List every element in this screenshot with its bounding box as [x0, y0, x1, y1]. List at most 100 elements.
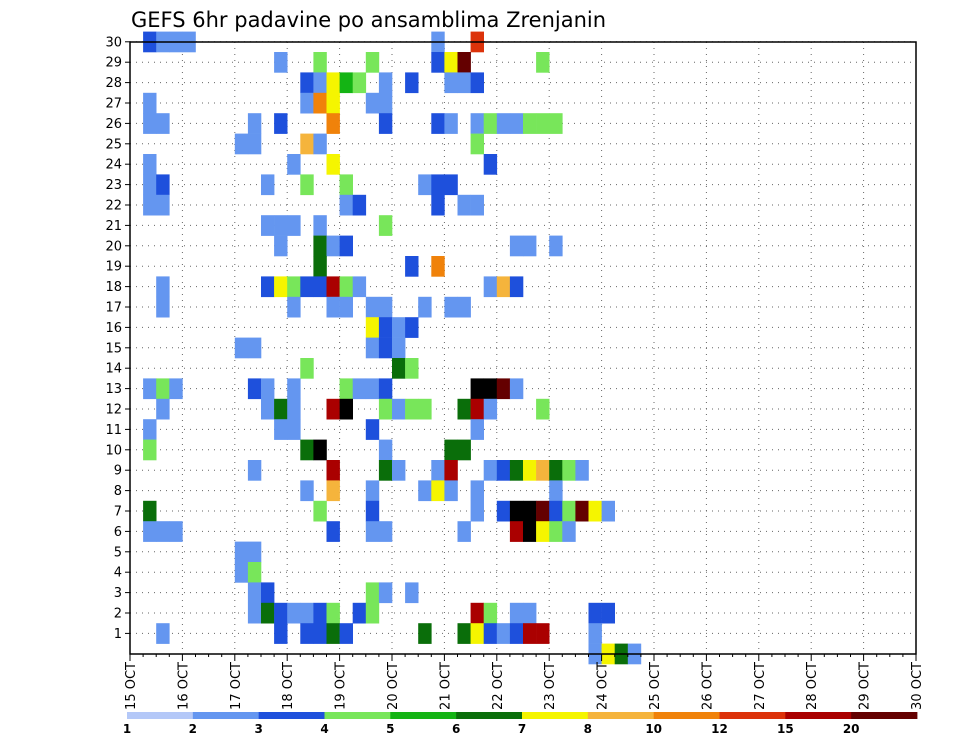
data-cell: [444, 460, 458, 481]
data-cell: [496, 276, 511, 298]
data-cell: [156, 623, 170, 644]
colorbar-tick-label: 7: [518, 722, 526, 736]
data-cell: [352, 194, 367, 216]
data-cell: [143, 174, 157, 196]
colorbar-swatch: [785, 712, 852, 719]
data-cell: [313, 215, 327, 236]
data-cell: [418, 174, 432, 196]
data-cell: [143, 378, 157, 400]
data-cell: [143, 521, 157, 542]
data-cell: [247, 562, 262, 583]
data-cell: [470, 133, 484, 155]
data-cell: [575, 460, 589, 481]
data-cell: [549, 521, 563, 542]
data-cell: [365, 92, 380, 114]
data-cell: [378, 72, 393, 94]
data-cell: [365, 337, 380, 359]
colorbar-swatch: [587, 712, 655, 719]
data-cell: [496, 623, 511, 644]
data-cell: [326, 521, 340, 542]
colorbar-swatch: [324, 712, 391, 719]
data-cell: [536, 398, 550, 420]
data-cell: [365, 52, 380, 73]
data-cell: [247, 113, 262, 134]
data-cell: [444, 174, 458, 196]
data-cell: [431, 256, 445, 277]
y-tick-label: 23: [105, 178, 122, 193]
data-cell: [457, 623, 471, 644]
data-cell: [326, 154, 340, 175]
data-cell: [365, 582, 380, 604]
data-cell: [313, 439, 327, 461]
data-cell: [431, 480, 445, 502]
data-cell: [470, 500, 484, 522]
data-cell: [156, 276, 170, 298]
data-cell: [300, 92, 314, 114]
data-cell: [352, 602, 367, 624]
y-tick-label: 10: [105, 443, 122, 458]
y-tick-label: 8: [114, 484, 122, 499]
data-cell: [300, 623, 314, 644]
data-cell: [339, 398, 353, 420]
data-cell: [274, 419, 288, 440]
data-cell: [300, 602, 314, 624]
y-axis: 1234567891011121314151617181920212223242…: [105, 35, 130, 642]
data-cell: [444, 480, 458, 502]
colorbar-tick-label: 12: [711, 722, 728, 736]
data-cell: [143, 439, 157, 461]
data-cell: [339, 235, 353, 257]
data-cell: [378, 113, 393, 134]
y-tick-label: 29: [105, 56, 122, 71]
data-cell: [588, 500, 602, 522]
data-cell: [509, 113, 524, 134]
data-cell: [234, 337, 249, 359]
data-cell: [601, 602, 615, 624]
chart-title: GEFS 6hr padavine po ansamblima Zrenjani…: [131, 8, 606, 32]
y-tick-label: 3: [114, 586, 122, 601]
data-cell: [300, 174, 314, 196]
y-tick-label: 20: [105, 239, 122, 254]
data-cell: [483, 154, 498, 175]
y-tick-label: 30: [105, 35, 122, 50]
data-cell: [261, 174, 275, 196]
data-cell: [509, 378, 524, 400]
y-tick-label: 16: [105, 321, 122, 336]
x-tick-label: 18 OCT: [281, 662, 296, 710]
grid-lines: [130, 41, 916, 654]
data-cell: [352, 378, 367, 400]
data-cell: [156, 521, 170, 542]
data-cell: [523, 460, 537, 481]
data-cell: [143, 419, 157, 440]
colorbar-swatch: [851, 712, 918, 719]
data-cell: [339, 72, 353, 94]
data-cell: [378, 317, 393, 338]
data-cell: [470, 113, 484, 134]
y-tick-label: 19: [105, 260, 122, 275]
data-cell: [470, 602, 484, 624]
data-cell: [457, 296, 471, 318]
x-tick-label: 16 OCT: [176, 662, 191, 710]
data-cell: [392, 398, 406, 420]
data-cell: [234, 562, 249, 583]
data-cell: [536, 460, 550, 481]
x-tick-label: 24 OCT: [596, 662, 611, 710]
data-cell: [156, 174, 170, 196]
data-cell: [274, 215, 288, 236]
data-cell: [287, 378, 301, 400]
data-cell: [365, 602, 380, 624]
data-cell: [365, 378, 380, 400]
data-cell: [405, 358, 419, 379]
data-cell: [261, 215, 275, 236]
y-tick-label: 21: [105, 219, 122, 234]
data-cell: [300, 439, 314, 461]
data-cell: [457, 398, 471, 420]
colorbar-swatch: [456, 712, 523, 719]
data-cell: [483, 113, 498, 134]
colorbar-tick-label: 15: [777, 722, 794, 736]
x-tick-label: 26 OCT: [700, 662, 715, 710]
x-tick-label: 23 OCT: [543, 662, 558, 710]
data-cell: [457, 194, 471, 216]
data-cell: [313, 276, 327, 298]
data-cell: [418, 480, 432, 502]
data-cell: [326, 296, 340, 318]
